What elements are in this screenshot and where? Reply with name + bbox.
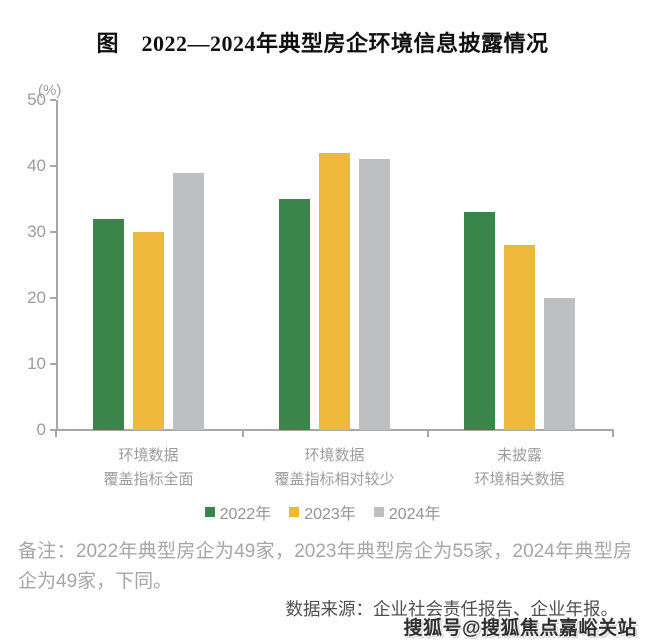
remark-note: 备注：2022年典型房企为49家，2023年典型房企为55家，2024年典型房企… bbox=[18, 541, 632, 592]
y-axis-tick-label: 50 bbox=[27, 90, 46, 109]
x-category-label: 未披露 环境相关数据 bbox=[474, 447, 565, 488]
x-axis-line bbox=[55, 429, 613, 431]
legend-item: 2022年 bbox=[204, 500, 272, 524]
bar-2024年-group2 bbox=[359, 159, 390, 430]
legend-swatch bbox=[289, 507, 300, 517]
y-axis-tick-label: 10 bbox=[27, 354, 46, 373]
y-axis-tick bbox=[50, 99, 56, 101]
bar-2022年-group3 bbox=[464, 212, 495, 430]
legend-swatch bbox=[204, 507, 215, 517]
bar-2023年-group2 bbox=[319, 152, 350, 430]
y-axis-tick bbox=[50, 231, 56, 233]
y-axis-tick bbox=[50, 297, 56, 299]
y-axis-tick bbox=[50, 165, 56, 167]
y-axis-tick-label: 20 bbox=[27, 288, 46, 307]
bar-2024年-group3 bbox=[544, 298, 575, 430]
x-axis-tick bbox=[427, 429, 429, 437]
legend-label: 2024年 bbox=[388, 506, 441, 523]
y-axis-tick bbox=[50, 429, 56, 431]
bar-2024年-group1 bbox=[173, 172, 204, 430]
chart-legend: 2022年 2023年 2024年 bbox=[0, 500, 645, 524]
y-axis-line bbox=[56, 100, 58, 431]
data-source-note: 数据来源：企业社会责任报告、企业年报。 bbox=[285, 599, 619, 619]
legend-swatch bbox=[373, 507, 384, 517]
x-category-label: 环境数据 覆盖指标全面 bbox=[103, 447, 194, 488]
chart-title: 图 2022—2024年典型房企环境信息披露情况 bbox=[96, 31, 549, 56]
bar-2022年-group1 bbox=[93, 218, 124, 430]
x-axis-tick bbox=[55, 429, 57, 437]
y-axis-tick-label: 40 bbox=[27, 156, 46, 175]
bar-2023年-group3 bbox=[504, 245, 535, 430]
y-axis-tick-label: 0 bbox=[36, 420, 46, 439]
y-axis-unit-label: (%) bbox=[38, 82, 62, 99]
legend-label: 2022年 bbox=[219, 506, 272, 523]
watermark-text: 搜狐号@搜狐焦点嘉峪关站 bbox=[403, 618, 637, 639]
bar-2022年-group2 bbox=[279, 199, 310, 430]
legend-item: 2023年 bbox=[289, 500, 356, 524]
y-axis-tick bbox=[50, 363, 56, 365]
legend-item: 2024年 bbox=[373, 500, 441, 524]
x-category-label: 环境数据 覆盖指标相对较少 bbox=[274, 447, 395, 488]
x-axis-tick bbox=[612, 429, 614, 437]
legend-label: 2023年 bbox=[304, 506, 356, 523]
bar-2023年-group1 bbox=[133, 232, 164, 430]
x-axis-tick bbox=[242, 429, 244, 437]
y-axis-tick-label: 30 bbox=[27, 222, 46, 241]
